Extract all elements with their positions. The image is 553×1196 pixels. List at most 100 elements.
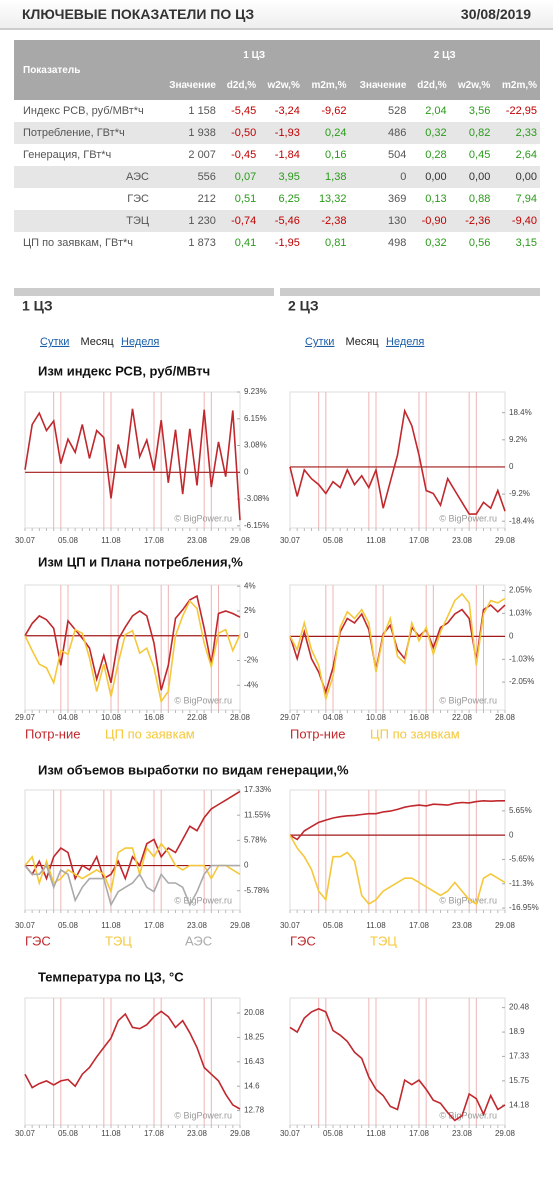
x-tick-label: 11.08	[101, 1129, 121, 1138]
header-row: Значение d2d,% w2w,% m2m,% Значение d2d,% w2w,…	[14, 70, 540, 100]
watermark: © BigPower.ru	[439, 895, 497, 905]
y-tick-label: 2%	[244, 606, 256, 615]
series-line	[24, 594, 241, 691]
header: КЛЮЧЕВЫЕ ПОКАЗАТЕЛИ ПО ЦЗ 30/08/2019	[0, 0, 553, 30]
table-row: ТЭЦ 1 230 -0,74 -5,46 -2,38 130 -0,90 -2,36 -9,4…	[14, 210, 540, 232]
y-tick-label: 0	[244, 861, 249, 870]
row-name: АЭС	[14, 166, 159, 188]
legend-entry: ТЭЦ	[370, 933, 397, 948]
cell: 0	[349, 166, 410, 188]
x-tick-label: 29.08	[230, 1129, 251, 1138]
series-line	[289, 1007, 506, 1122]
cell: 3,15	[515, 237, 537, 249]
header-row: Показатель 1 ЦЗ 2 ЦЗ	[14, 40, 540, 100]
tab: Месяц	[346, 336, 380, 348]
tab[interactable]: Сутки	[305, 336, 334, 348]
x-tick-label: 10.08	[101, 713, 122, 722]
cell: -22,95	[505, 105, 537, 117]
x-tick-label: 05.08	[58, 1129, 79, 1138]
x-tick-label: 05.08	[323, 1129, 344, 1138]
x-tick-label: 17.08	[409, 536, 430, 545]
row-name: Индекс РСВ, руб/МВт*ч	[23, 105, 144, 117]
y-tick-label: 18.25	[244, 1033, 265, 1042]
x-tick-label: 29.08	[495, 1129, 516, 1138]
chart-title: Температура по ЦЗ, °С	[38, 969, 184, 984]
indicators-table: Показатель 1 ЦЗ 2 ЦЗ Значение d2d,% w2w,% m2m,…	[14, 40, 540, 254]
y-tick-label: 18.4%	[509, 408, 532, 417]
tab: Месяц	[81, 336, 115, 348]
cell: 0,32	[409, 122, 450, 144]
y-tick-label: 9.2%	[509, 435, 527, 444]
section-title: 1 ЦЗ	[22, 298, 53, 314]
cell: 0,24	[302, 122, 350, 144]
series-line	[289, 592, 506, 702]
x-tick-label: 11.08	[366, 1129, 386, 1138]
cell: -1,95	[274, 237, 300, 249]
subheader: m2m,%	[302, 70, 350, 100]
watermark: © BigPower.ru	[439, 695, 497, 705]
cell: -3,24	[274, 105, 300, 117]
y-tick-label: 16.43	[244, 1057, 265, 1066]
cell: 486	[349, 122, 410, 144]
cell: 0,07	[218, 166, 260, 188]
y-tick-label: 0	[244, 467, 249, 476]
x-tick-label: 17.08	[409, 1129, 430, 1138]
row-name: Потребление, ГВт*ч	[14, 122, 159, 144]
x-tick-label: 17.08	[144, 921, 165, 930]
legend-entry: ГЭС	[25, 933, 51, 948]
cell: 498	[388, 237, 407, 249]
watermark: © BigPower.ru	[174, 513, 232, 523]
x-tick-label: 22.08	[187, 713, 208, 722]
subheader: d2d,%	[409, 70, 450, 100]
table-row: Индекс РСВ, руб/МВт*ч 1 158 -5,45 -3,24 -9,6…	[14, 100, 540, 122]
y-tick-label: -3.08%	[244, 494, 269, 503]
y-tick-label: 18.9	[509, 1027, 525, 1036]
subheader: Значение	[349, 70, 410, 100]
page-title: КЛЮЧЕВЫЕ ПОКАЗАТЕЛИ ПО ЦЗ	[22, 6, 255, 22]
cell: 556	[159, 166, 219, 188]
series-line	[289, 799, 505, 841]
cell: -0,50	[218, 122, 260, 144]
tab[interactable]: Неделя	[386, 336, 424, 348]
table-row: АЭС 556 0,07 3,95 1,38 0 0,00 0,00 0,00	[14, 166, 540, 188]
x-tick-label: 17.08	[409, 921, 430, 930]
cell: 3,56	[468, 105, 491, 117]
group-header: 2 ЦЗ	[349, 40, 540, 70]
x-tick-label: 30.07	[280, 921, 301, 930]
x-tick-label: 04.08	[323, 713, 344, 722]
cell: 0,51	[234, 193, 257, 205]
x-tick-label: 30.07	[15, 1129, 36, 1138]
tab[interactable]: Сутки	[40, 336, 69, 348]
series-line	[289, 408, 506, 515]
x-tick-label: 05.08	[323, 536, 344, 545]
cell: 130	[349, 210, 410, 232]
date: 30/08/2019	[460, 6, 531, 22]
header-cell: Показатель	[14, 40, 159, 100]
x-tick-label: 10.08	[366, 713, 387, 722]
x-tick-label: 05.08	[323, 921, 344, 930]
y-tick-label: -6.15%	[244, 521, 269, 530]
cell: 0,81	[325, 237, 347, 249]
legend-entry: ТЭЦ	[105, 933, 132, 948]
y-tick-label: 17.33%	[244, 785, 271, 794]
series-line	[24, 599, 241, 704]
legend-entry: ЦП по заявкам	[370, 726, 460, 741]
table-row: Генерация, ГВт*ч 2 007 -0,45 -1,84 0,16 504 0,…	[14, 144, 540, 166]
x-tick-label: 23.08	[452, 536, 473, 545]
cell: 0,82	[449, 122, 494, 144]
series-line	[289, 604, 506, 695]
cell: 2,33	[493, 122, 540, 144]
x-tick-label: 23.08	[187, 1129, 208, 1138]
chart-title: Изм ЦП и Плана потребления,%	[38, 554, 243, 569]
cell: -2,38	[302, 210, 350, 232]
y-tick-label: 2.05%	[509, 586, 532, 595]
cell: 1 873	[188, 237, 216, 249]
y-tick-label: 5.78%	[244, 835, 267, 844]
x-tick-label: 16.08	[144, 713, 165, 722]
plot-frame	[289, 997, 506, 1126]
series-line	[24, 863, 240, 907]
watermark: © BigPower.ru	[174, 695, 232, 705]
tab[interactable]: Неделя	[121, 336, 159, 348]
